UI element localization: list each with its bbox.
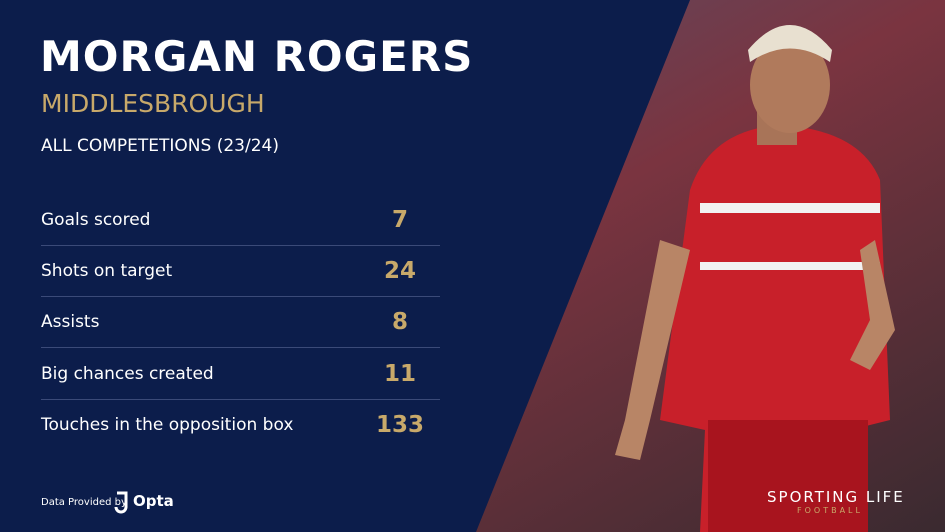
stat-label: Touches in the opposition box [41, 414, 294, 435]
stat-value: 11 [383, 360, 416, 387]
stat-label: Big chances created [41, 363, 214, 384]
provider: Opta [133, 492, 174, 510]
player-photo [615, 25, 895, 532]
brand: SPORTING LIFE [767, 488, 905, 506]
stat-label: Shots on target [41, 261, 173, 282]
separator [41, 347, 440, 349]
stat-value: 24 [383, 258, 416, 285]
competition: ALL COMPETETIONS (23/24) [41, 136, 279, 156]
stat-value: 133 [375, 411, 424, 438]
stat-label: Assists [41, 312, 100, 333]
stat-value: 8 [391, 309, 408, 336]
brand-sub: FOOTBALL [797, 506, 863, 515]
stat-value: 7 [391, 207, 408, 233]
separator [41, 398, 440, 400]
club: MIDDLESBROUGH [41, 89, 265, 118]
opta-logo [114, 491, 128, 514]
separator [41, 296, 440, 298]
player-name: MORGAN ROGERS [40, 32, 474, 81]
stat-label: Goals scored [41, 210, 151, 230]
separator [41, 245, 440, 246]
provider-text: Data Provided by [41, 497, 127, 508]
